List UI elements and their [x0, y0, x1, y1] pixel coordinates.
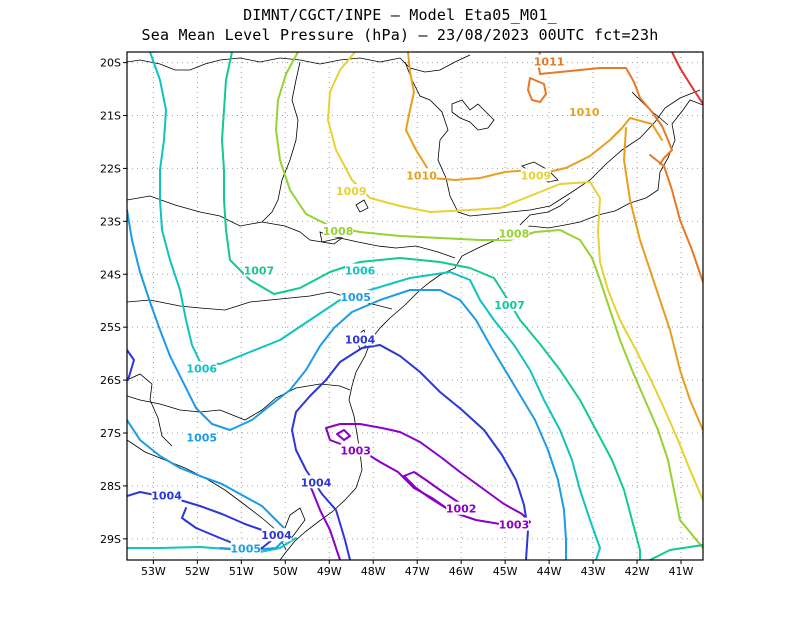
isobar-1011-c [649, 154, 703, 283]
reservoir [451, 99, 495, 131]
contour-label-1008: 1008 [499, 228, 530, 241]
contour-label-bg [569, 104, 600, 118]
contour-label-bg [340, 290, 371, 304]
lon-tick-label: 43W [581, 565, 606, 578]
contour-label-1007: 1007 [244, 265, 275, 278]
lon-tick-label: 44W [537, 565, 562, 578]
contour-label-1003: 1003 [499, 519, 530, 532]
isobar-1003-c [336, 429, 351, 441]
isobar-1012 [671, 52, 703, 105]
contour-label-1004: 1004 [301, 476, 332, 489]
lon-tick-label: 45W [493, 565, 518, 578]
lat-tick-label: 21S [100, 110, 121, 123]
lat-tick-label: 29S [100, 533, 121, 546]
contour-label-1004: 1004 [345, 333, 376, 346]
contour-label-bg [520, 168, 551, 182]
country-border [127, 439, 287, 551]
lon-tick-label: 49W [317, 565, 342, 578]
contour-label-bg [151, 488, 182, 502]
isobar-1007-b [649, 544, 703, 560]
isobar-1007 [221, 52, 641, 560]
country-border [127, 373, 173, 447]
plot-frame [126, 51, 704, 561]
lat-tick-label: 22S [100, 162, 121, 175]
contour-label-1003: 1003 [340, 445, 371, 458]
contour-label-1007: 1007 [494, 299, 525, 312]
lon-tick-label: 53W [141, 565, 166, 578]
contour-label-1006: 1006 [345, 265, 376, 278]
contour-label-bg [186, 361, 217, 375]
state-border [519, 197, 571, 226]
isobar-1006 [149, 52, 601, 560]
contour-label-bg [345, 332, 376, 346]
lat-tick-label: 26S [100, 374, 121, 387]
isobar-1010 [405, 52, 663, 181]
contour-label-bg [301, 475, 332, 489]
contour-label-1002: 1002 [446, 503, 477, 516]
state-border [404, 61, 701, 217]
isobar-1011-b [527, 77, 547, 103]
contour-label-1004: 1004 [261, 529, 292, 542]
state-border [127, 54, 471, 73]
island [355, 199, 369, 213]
contour-label-1005: 1005 [230, 542, 261, 555]
coastline-and-borders [127, 54, 703, 560]
isobar-1009 [327, 52, 703, 501]
lat-tick-label: 23S [100, 215, 121, 228]
contour-label-bg [494, 298, 525, 311]
isobar-1011 [537, 52, 673, 165]
contour-label-bg [498, 226, 529, 240]
contour-label-bg [261, 528, 292, 542]
contour-label-1004: 1004 [151, 490, 182, 503]
state-border [127, 195, 456, 259]
river-border [261, 61, 301, 223]
isobar-1005 [127, 209, 567, 560]
lat-tick-label: 28S [100, 480, 121, 493]
coastline [279, 99, 703, 560]
lat-tick-label: 25S [100, 321, 121, 334]
contour-label-bg [230, 541, 261, 555]
lat-tick-label: 27S [100, 427, 121, 440]
lon-tick-label: 52W [185, 565, 210, 578]
lon-tick-label: 47W [405, 565, 430, 578]
contour-label-bg [243, 263, 274, 277]
lon-tick-label: 46W [449, 565, 474, 578]
lon-tick-label: 50W [273, 565, 298, 578]
isobar-1005-b [127, 419, 291, 551]
plot-area [127, 52, 703, 560]
contour-label-bg [498, 517, 529, 531]
contour-label-1005: 1005 [186, 431, 217, 444]
contour-label-bg [186, 430, 217, 444]
contour-label-1010: 1010 [406, 169, 437, 182]
lat-tick-label: 20S [100, 57, 121, 70]
lon-tick-label: 41W [669, 565, 694, 578]
contour-label-1006: 1006 [186, 363, 217, 376]
contour-label-bg [446, 501, 477, 515]
contour-label-1009: 1009 [336, 185, 367, 198]
isobar-1008 [275, 52, 703, 549]
contour-label-bg [323, 223, 354, 237]
contour-label-bg [534, 54, 565, 68]
contour-label-bg [340, 443, 371, 457]
lon-tick-label: 48W [361, 565, 386, 578]
axis-ticks: 53W 52W 51W 50W 49W 48W 47W 46W 45W 44W 43W 42W 41W 2… [100, 57, 694, 578]
chart-subtitle: Sea Mean Level Pressure (hPa) – 23/08/20… [141, 26, 659, 44]
contour-labels: 1011 1010 1010 1009 1009 1008 1008 1007 1007 1006… [151, 54, 600, 555]
contour-label-1009: 1009 [521, 169, 552, 182]
lon-tick-label: 42W [625, 565, 650, 578]
lon-tick-label: 51W [229, 565, 254, 578]
contour-label-1005: 1005 [340, 291, 371, 304]
chart-title: DIMNT/CGCT/INPE – Model Eta05_M01_ [243, 6, 557, 24]
lat-tick-label: 24S [100, 268, 121, 281]
contour-label-bg [406, 168, 437, 182]
contour-label-1011: 1011 [534, 56, 565, 69]
contour-label-1010: 1010 [569, 106, 600, 119]
contour-label-bg [336, 184, 367, 198]
isobar-1010-b [623, 127, 703, 431]
contour-label-bg [345, 263, 376, 277]
state-border [127, 383, 351, 421]
contour-label-1008: 1008 [323, 225, 354, 238]
